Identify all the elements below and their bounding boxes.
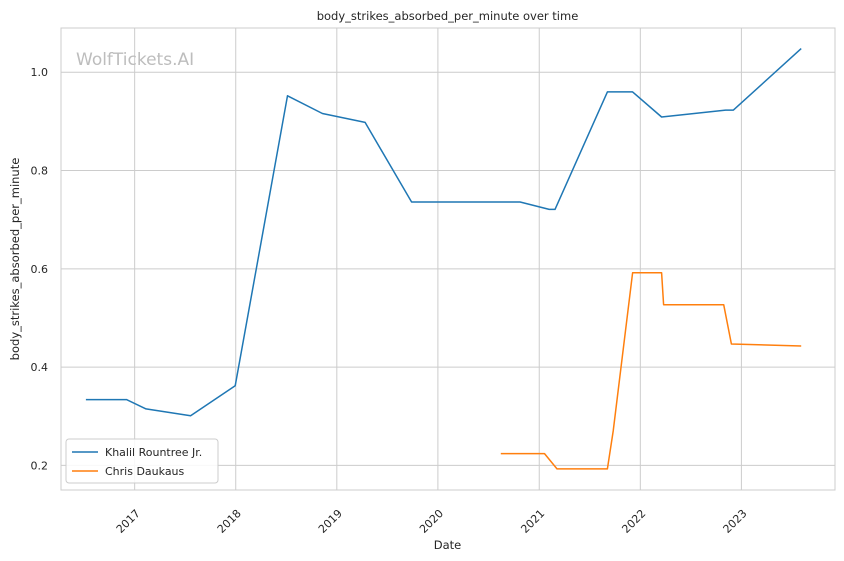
legend: Khalil Rountree Jr. Chris Daukaus <box>65 438 219 484</box>
y-tick-label: 0.6 <box>31 263 49 276</box>
series-line-chris-daukaus <box>500 272 802 470</box>
x-tick-label: 2017 <box>114 507 143 536</box>
x-tick-label: 2019 <box>316 507 345 536</box>
y-tick-label: 0.2 <box>31 459 49 472</box>
y-tick-label: 1.0 <box>31 66 49 79</box>
watermark: WolfTickets.AI <box>76 50 194 70</box>
chart-title: body_strikes_absorbed_per_minute over ti… <box>317 9 579 23</box>
legend-label-khalil-rountree: Khalil Rountree Jr. <box>105 446 202 459</box>
legend-box <box>65 438 219 484</box>
y-axis-label: body_strikes_absorbed_per_minute <box>8 158 22 361</box>
series-line-khalil-rountree-jr <box>85 48 802 417</box>
x-axis-label: Date <box>434 538 462 552</box>
series-layer <box>85 48 802 470</box>
y-tick-labels: 0.2 0.4 0.6 0.8 1.0 <box>31 66 49 472</box>
plot-frame <box>60 27 836 491</box>
x-tick-label: 2020 <box>417 507 446 536</box>
plot-area <box>61 28 835 490</box>
grid <box>61 28 835 490</box>
y-tick-label: 0.8 <box>31 165 49 178</box>
legend-label-chris-daukaus: Chris Daukaus <box>105 465 185 478</box>
x-tick-label: 2018 <box>215 507 244 536</box>
x-tick-labels: 2017 2018 2019 2020 2021 2022 2023 <box>114 507 750 536</box>
x-tick-label: 2022 <box>619 507 648 536</box>
x-tick-label: 2021 <box>518 507 547 536</box>
y-tick-label: 0.4 <box>31 361 49 374</box>
x-tick-label: 2023 <box>721 507 750 536</box>
